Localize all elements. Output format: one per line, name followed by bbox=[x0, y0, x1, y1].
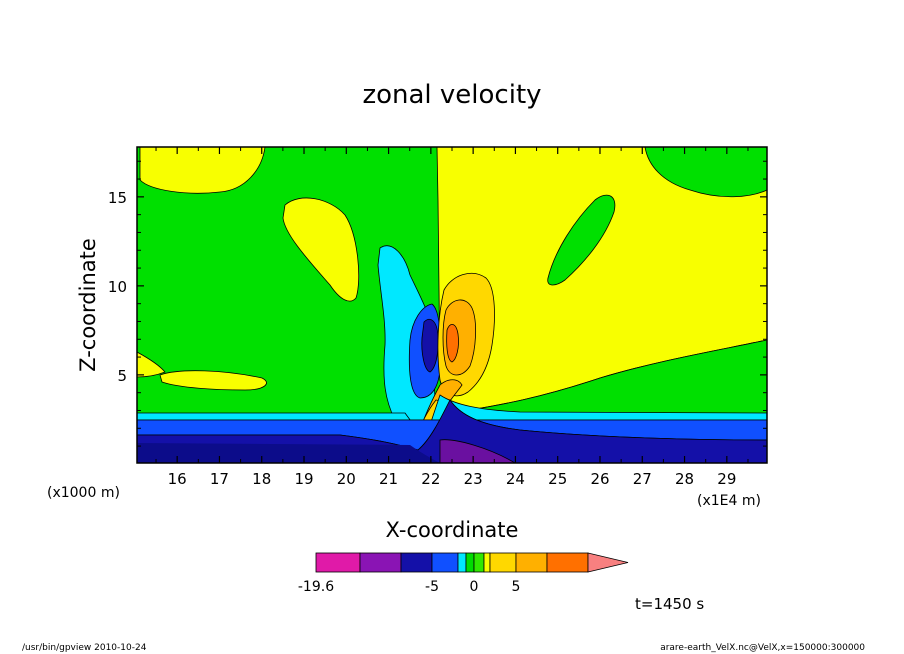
x-unit-note: (x1E4 m) bbox=[697, 493, 761, 509]
x-tick-label: 17 bbox=[210, 470, 229, 488]
footer-right: arare-earth_VelX.nc@VelX,x=150000:300000 bbox=[660, 643, 865, 653]
x-axis: 16 17 18 19 20 21 22 23 24 25 26 27 28 29 bbox=[155, 147, 749, 488]
x-tick-label: 27 bbox=[633, 470, 652, 488]
region-yellow-leftedge bbox=[137, 351, 166, 378]
region-green-blob-25 bbox=[547, 194, 616, 286]
region-yellow-topleft bbox=[139, 147, 266, 194]
y-tick-label: 15 bbox=[108, 189, 127, 207]
x-tick-label: 23 bbox=[464, 470, 483, 488]
colorbar-segment bbox=[457, 552, 467, 573]
y-axis: 5 10 15 bbox=[108, 160, 767, 447]
region-darkorange-core bbox=[446, 324, 459, 363]
x-tick-label: 21 bbox=[379, 470, 398, 488]
colorbar-segment bbox=[489, 552, 517, 573]
colorbar-extend-arrow bbox=[587, 552, 629, 573]
chart-title: zonal velocity bbox=[362, 80, 541, 110]
colorbar bbox=[315, 552, 629, 573]
region-darkblue-core bbox=[421, 319, 439, 373]
x-tick-label: 22 bbox=[421, 470, 440, 488]
region-green-lower-right bbox=[469, 339, 767, 419]
colorbar-labels: -19.6 -5 0 5 bbox=[298, 579, 521, 595]
region-yellow-blob-17 bbox=[159, 370, 267, 391]
colorbar-label: 0 bbox=[470, 579, 479, 595]
x-tick-label: 24 bbox=[506, 470, 525, 488]
y-axis-label: Z-coordinate bbox=[76, 238, 100, 372]
region-yellow-blob-20 bbox=[282, 197, 360, 302]
footer-left: /usr/bin/gpview 2010-10-24 bbox=[22, 643, 147, 653]
region-navy-bottom bbox=[137, 443, 440, 463]
x-tick-label: 20 bbox=[337, 470, 356, 488]
time-label: t=1450 s bbox=[635, 595, 704, 613]
colorbar-segment bbox=[483, 552, 491, 573]
x-tick-label: 18 bbox=[252, 470, 271, 488]
x-tick-label: 28 bbox=[675, 470, 694, 488]
colorbar-segment bbox=[473, 552, 485, 573]
region-green-topright bbox=[644, 147, 767, 198]
colorbar-segment bbox=[359, 552, 402, 573]
x-tick-label: 16 bbox=[168, 470, 187, 488]
colorbar-label: -5 bbox=[425, 579, 439, 595]
x-tick-label: 29 bbox=[717, 470, 736, 488]
x-tick-label: 26 bbox=[590, 470, 609, 488]
colorbar-segment bbox=[315, 552, 361, 573]
y-unit-note: (x1000 m) bbox=[47, 485, 120, 501]
colorbar-segment bbox=[515, 552, 548, 573]
colorbar-segment bbox=[465, 552, 475, 573]
colorbar-label: -19.6 bbox=[298, 579, 334, 595]
colorbar-segment bbox=[431, 552, 459, 573]
x-axis-label: X-coordinate bbox=[386, 518, 519, 542]
colorbar-segment bbox=[400, 552, 433, 573]
y-tick-label: 5 bbox=[117, 367, 127, 385]
y-tick-label: 10 bbox=[108, 278, 127, 296]
plot-area bbox=[137, 147, 767, 463]
x-tick-label: 25 bbox=[548, 470, 567, 488]
colorbar-label: 5 bbox=[512, 579, 521, 595]
colorbar-segment bbox=[546, 552, 589, 573]
x-tick-label: 19 bbox=[294, 470, 313, 488]
